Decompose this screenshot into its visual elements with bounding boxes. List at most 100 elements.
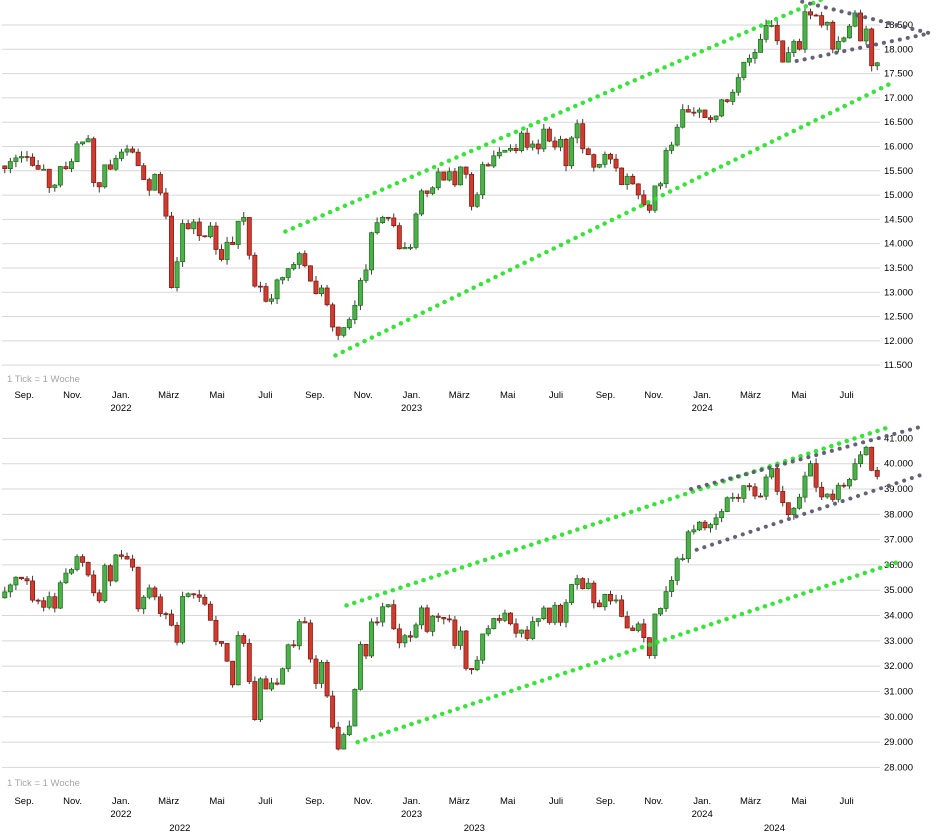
candle-down (130, 148, 136, 153)
x-axis-year-label: 2024 (692, 403, 713, 414)
candle-up (74, 556, 80, 570)
candle-up (858, 454, 864, 465)
candle-up (863, 28, 869, 42)
candle-up (769, 468, 775, 478)
candle-up (730, 496, 736, 499)
candle-up (402, 635, 408, 644)
candle-down (808, 11, 813, 16)
candle-down (746, 485, 752, 488)
candle-up (146, 587, 152, 598)
x-axis-month-label: Mai (500, 390, 515, 401)
candle-down (819, 15, 825, 26)
candle-down (157, 174, 163, 194)
candle-up (235, 635, 241, 686)
candle-down (174, 624, 180, 643)
candle-up (374, 222, 380, 234)
x-axis-mid-year-label: 2023 (464, 823, 485, 834)
candle-up (508, 148, 513, 151)
candle-up (191, 221, 197, 230)
candle-up (769, 25, 775, 27)
candle-up (519, 629, 525, 634)
candle-up (719, 511, 725, 519)
candle-up (430, 187, 436, 194)
candle-down (330, 304, 336, 328)
candle-up (635, 623, 641, 631)
trendline-channel-lower (333, 81, 894, 358)
candle-down (141, 165, 147, 180)
candle-up (13, 157, 19, 162)
candle-down (313, 658, 319, 684)
candle-down (80, 556, 86, 563)
candle-up (74, 143, 80, 162)
y-axis-label: 17.500 (884, 69, 913, 80)
candle-up (207, 225, 213, 238)
candle-up (669, 580, 675, 592)
candle-up (480, 164, 486, 196)
candle-down (96, 182, 102, 188)
candle-down (558, 604, 563, 623)
candle-up (585, 582, 591, 589)
candle-up (602, 593, 608, 608)
candle-down (224, 643, 230, 662)
candle-down (591, 582, 597, 604)
x-axis-month-label: März (449, 390, 470, 401)
candle-up (763, 25, 769, 40)
candle-up (696, 521, 702, 531)
candle-up (57, 582, 63, 609)
candle-up (457, 630, 463, 646)
candle-up (407, 247, 413, 249)
candle-down (246, 643, 252, 682)
candle-down (735, 496, 741, 499)
candle-up (574, 578, 580, 585)
x-axis-month-label: Sep. (305, 390, 325, 401)
candle-up (430, 615, 436, 632)
candle-down (758, 495, 763, 498)
candle-up (535, 618, 541, 622)
candle-down (452, 171, 458, 186)
candle-up (480, 633, 486, 661)
candle-up (613, 599, 619, 602)
candle-up (852, 463, 858, 480)
y-axis-label: 14.000 (884, 239, 913, 250)
y-axis-label: 38.000 (884, 509, 913, 520)
candle-up (824, 493, 830, 498)
candle-down (441, 617, 447, 620)
candle-down (263, 286, 269, 302)
candle-down (780, 40, 786, 63)
candle-up (741, 485, 747, 499)
candle-down (535, 143, 541, 150)
x-axis-labels: 1 Tick = 1 Woche Sep. Nov. Jan. 2022 März Mai J… (7, 778, 854, 834)
y-axis-label: 12.000 (884, 336, 913, 347)
candle-up (235, 220, 241, 245)
candle-up (663, 150, 669, 185)
tick-note: 1 Tick = 1 Woche (7, 374, 80, 385)
candle-up (7, 584, 13, 593)
candle-down (163, 192, 169, 217)
y-axis-label: 15.000 (884, 190, 913, 201)
candle-down (241, 635, 247, 644)
candle-down (169, 613, 174, 626)
candle-up (724, 497, 730, 512)
candle-down (107, 565, 113, 582)
candle-down (596, 602, 602, 608)
candle-down (146, 179, 152, 191)
y-axis-label: 16.000 (884, 141, 913, 152)
candle-up (18, 156, 24, 159)
y-axis-label: 34.000 (884, 611, 913, 622)
y-axis-label: 35.000 (884, 585, 913, 596)
x-axis-month-label: Sep. (305, 796, 325, 807)
candle-up (596, 164, 602, 168)
candle-up (285, 644, 291, 670)
candle-down (635, 183, 641, 196)
candle-down (169, 215, 174, 288)
candle-down (463, 630, 469, 669)
candle-up (269, 298, 274, 302)
candle-down (330, 695, 336, 728)
lower-candlestick-chart-canvas: 28.000 29.000 30.000 31.000 32.000 33.000 34.0… (2, 423, 927, 834)
x-axis-month-label: Sep. (596, 796, 616, 807)
trendline-channel-upper (283, 0, 826, 234)
candle-up (285, 268, 291, 278)
tick-note: 1 Tick = 1 Woche (7, 778, 80, 789)
candle-up (541, 128, 547, 150)
candle-down (307, 622, 313, 660)
